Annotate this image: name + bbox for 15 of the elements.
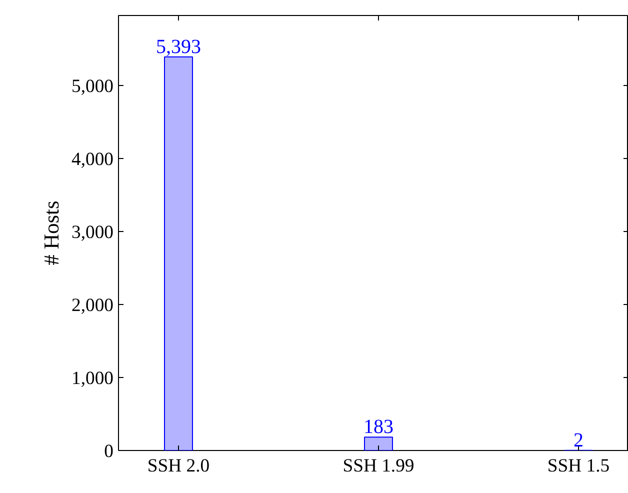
y-tick-label: 5,000 [72, 76, 114, 98]
data-label: 2 [574, 429, 584, 452]
x-tick-label: SSH 1.99 [342, 456, 414, 476]
bar [364, 436, 393, 450]
y-tick-label: 4,000 [72, 149, 114, 170]
y-tick-label: 0 [104, 441, 114, 462]
bar [164, 56, 193, 450]
x-tick-label: SSH 2.0 [147, 456, 210, 476]
y-axis-title: # Hosts [40, 200, 64, 266]
y-tick-label: 3,000 [72, 222, 114, 244]
data-label: 183 [364, 416, 394, 438]
y-tick-label: 2,000 [72, 295, 114, 316]
y-tick-label: 1,000 [72, 368, 114, 390]
data-label: 5,393 [156, 36, 201, 58]
x-tick-label: SSH 1.5 [547, 456, 610, 476]
